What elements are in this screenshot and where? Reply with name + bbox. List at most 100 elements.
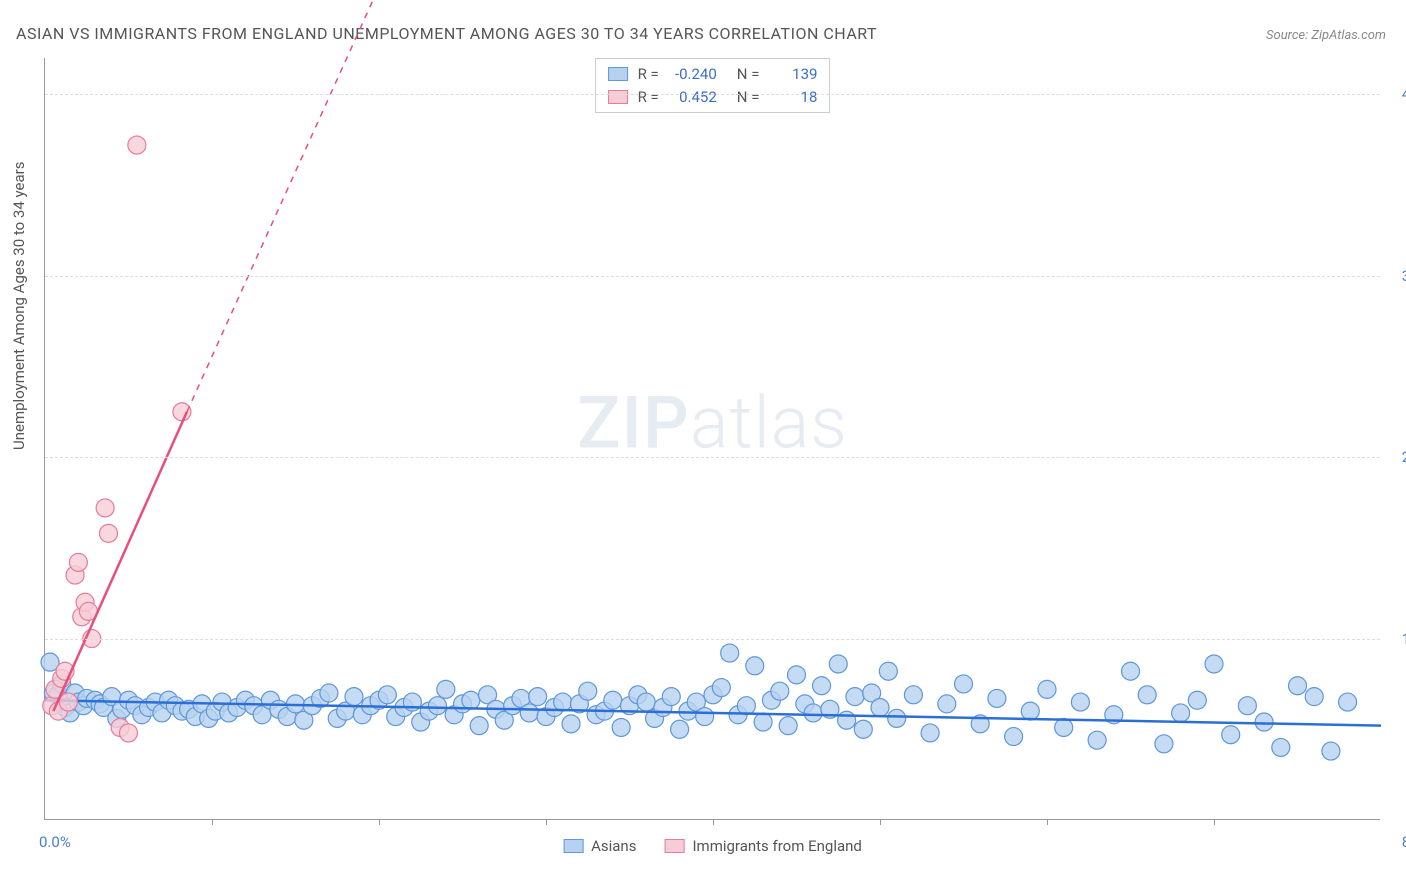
data-point	[988, 689, 1006, 707]
n-value: 139	[769, 63, 817, 86]
data-point	[1055, 718, 1073, 736]
data-point	[921, 724, 939, 742]
data-point	[612, 718, 630, 736]
data-point	[829, 655, 847, 673]
data-point	[788, 666, 806, 684]
data-point	[938, 695, 956, 713]
data-point	[96, 499, 114, 517]
x-tick	[546, 819, 547, 825]
data-point	[1071, 693, 1089, 711]
stats-legend: R = -0.240 N = 139 R = 0.452 N = 18	[595, 58, 831, 113]
data-point	[1322, 742, 1340, 760]
data-point	[779, 717, 797, 735]
x-tick	[713, 819, 714, 825]
data-point	[846, 688, 864, 706]
data-point	[662, 688, 680, 706]
data-point	[529, 688, 547, 706]
y-tick-label: 20.0%	[1402, 448, 1406, 466]
r-value: -0.240	[669, 63, 717, 86]
data-point	[604, 691, 622, 709]
n-label: N =	[737, 63, 760, 86]
r-label: R =	[638, 86, 659, 109]
data-point	[1038, 680, 1056, 698]
data-point	[813, 677, 831, 695]
chart-container: ASIAN VS IMMIGRANTS FROM ENGLAND UNEMPLO…	[0, 0, 1406, 892]
data-point	[462, 691, 480, 709]
data-point	[1155, 735, 1173, 753]
data-point	[721, 644, 739, 662]
n-label: N =	[737, 86, 760, 109]
legend-swatch	[563, 839, 583, 853]
stats-legend-row: R = 0.452 N = 18	[608, 86, 818, 109]
data-point	[320, 684, 338, 702]
stats-legend-row: R = -0.240 N = 139	[608, 63, 818, 86]
data-point	[120, 724, 138, 742]
plot-svg	[45, 58, 1380, 819]
data-point	[838, 711, 856, 729]
data-point	[771, 682, 789, 700]
data-point	[1188, 691, 1206, 709]
data-point	[579, 682, 597, 700]
data-point	[554, 693, 572, 711]
data-point	[69, 553, 87, 571]
x-tick	[212, 819, 213, 825]
legend-label: Asians	[591, 837, 636, 855]
gridline	[45, 94, 1380, 95]
data-point	[1205, 655, 1223, 673]
data-point	[879, 662, 897, 680]
data-point	[59, 693, 77, 711]
data-point	[1005, 728, 1023, 746]
data-point	[1172, 704, 1190, 722]
data-point	[437, 680, 455, 698]
data-point	[1222, 726, 1240, 744]
data-point	[1021, 702, 1039, 720]
data-point	[1138, 686, 1156, 704]
data-point	[1088, 731, 1106, 749]
data-point	[737, 697, 755, 715]
data-point	[888, 709, 906, 727]
trend-line-dashed	[187, 0, 412, 412]
x-axis-max-label: 80.0%	[1402, 833, 1406, 851]
data-point	[345, 688, 363, 706]
x-tick	[880, 819, 881, 825]
gridline	[45, 639, 1380, 640]
legend-label: Immigrants from England	[692, 837, 861, 855]
data-point	[1289, 677, 1307, 695]
data-point	[696, 708, 714, 726]
data-point	[871, 699, 889, 717]
gridline	[45, 457, 1380, 458]
x-tick	[1214, 819, 1215, 825]
data-point	[1305, 688, 1323, 706]
data-point	[955, 675, 973, 693]
data-point	[99, 524, 117, 542]
source-attribution: Source: ZipAtlas.com	[1266, 28, 1386, 43]
data-point	[637, 693, 655, 711]
y-tick-label: 40.0%	[1402, 85, 1406, 103]
data-point	[128, 136, 146, 154]
r-label: R =	[638, 63, 659, 86]
x-tick	[379, 819, 380, 825]
data-point	[754, 713, 772, 731]
r-value: 0.452	[669, 86, 717, 109]
data-point	[1272, 738, 1290, 756]
data-point	[1122, 662, 1140, 680]
data-point	[173, 403, 191, 421]
n-value: 18	[769, 86, 817, 109]
data-point	[520, 704, 538, 722]
legend-item: Asians	[563, 837, 636, 855]
data-point	[804, 704, 822, 722]
series-legend: Asians Immigrants from England	[563, 837, 862, 855]
y-tick-label: 30.0%	[1402, 267, 1406, 285]
data-point	[1255, 713, 1273, 731]
data-point	[470, 717, 488, 735]
legend-swatch	[608, 90, 628, 104]
x-axis-min-label: 0.0%	[39, 833, 71, 851]
data-point	[1339, 693, 1357, 711]
data-point	[378, 686, 396, 704]
data-point	[428, 697, 446, 715]
data-point	[854, 720, 872, 738]
y-tick-label: 10.0%	[1402, 630, 1406, 648]
plot-area: ZIPatlas R =-0.240N =139R =0.452N =18 0.…	[44, 58, 1380, 820]
legend-swatch	[608, 67, 628, 81]
y-axis-label: Unemployment Among Ages 30 to 34 years	[10, 162, 28, 450]
